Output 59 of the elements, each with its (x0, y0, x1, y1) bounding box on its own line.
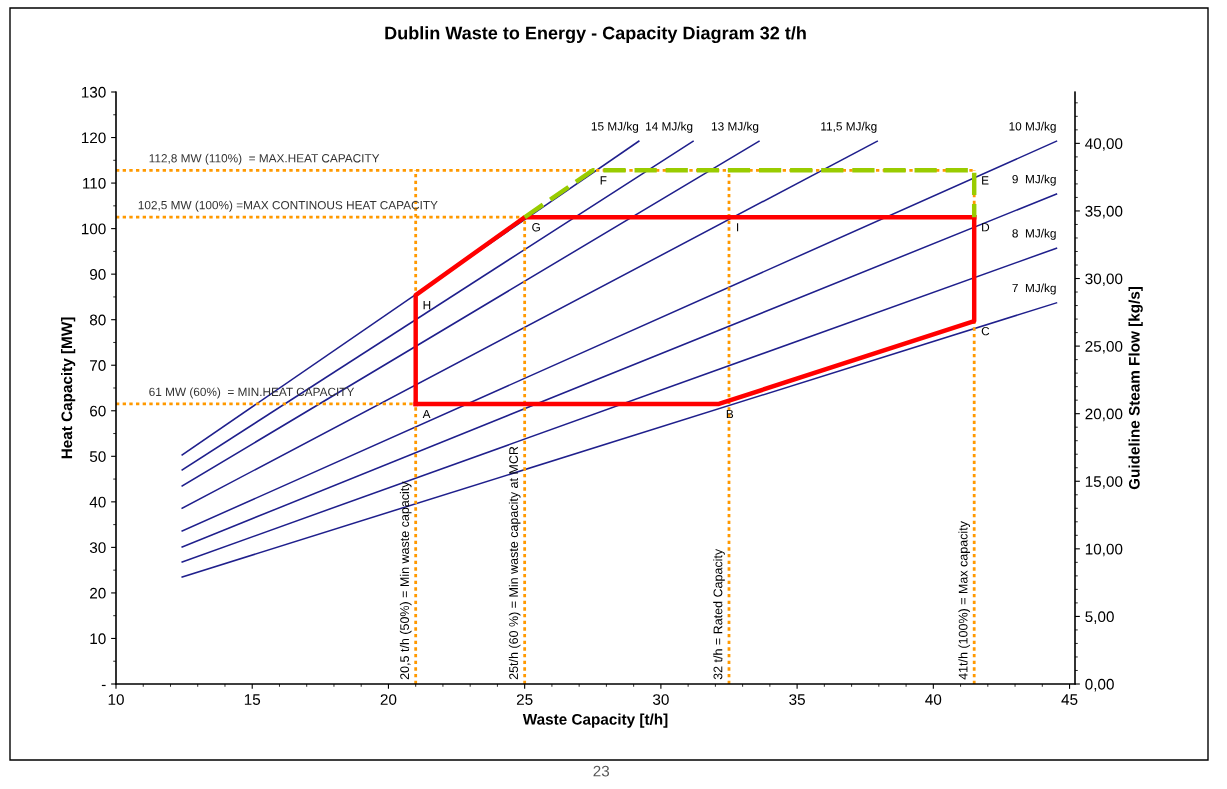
series-label: 15 MJ/kg (591, 121, 639, 133)
y2-tick-label: 5,00 (1085, 611, 1114, 624)
x-axis-title: Waste Capacity [t/h] (522, 713, 668, 728)
y-tick-label: 30 (89, 542, 106, 554)
annotation: F (600, 176, 607, 185)
y-tick-label: - (101, 684, 106, 687)
y2-tick-label: 10,00 (1085, 543, 1123, 557)
annotation: H (423, 301, 431, 310)
annotation: E (982, 176, 989, 185)
y2-tick-label: 35,00 (1085, 205, 1123, 219)
y-tick-label: 20 (90, 587, 106, 599)
x-tick-label: 10 (108, 694, 124, 705)
y-tick-label: 120 (81, 132, 106, 144)
y-tick-label: 100 (81, 223, 106, 235)
series-label: 8 MJ/kg (1012, 228, 1056, 240)
text: 23 (593, 765, 610, 777)
x-tick-label: 20 (380, 694, 397, 705)
y-tick-label: 40 (89, 496, 106, 508)
y-tick-label: 110 (83, 177, 106, 189)
x-tick-label: 45 (1061, 694, 1078, 705)
annotation: 41t/h (100%) = Max capacity (958, 521, 971, 680)
y-tick-label: 130 (81, 86, 106, 98)
annotation: 20,5 t/h (50%) = Min waste capacity (399, 481, 412, 680)
annotation: B (726, 409, 734, 419)
x-tick-label: 30 (652, 694, 669, 705)
series-label: 9 MJ/kg (1012, 174, 1056, 186)
y2-tick-label: 15,00 (1085, 476, 1123, 489)
series-label: 11,5 MJ/kg (821, 121, 877, 133)
x-tick-label: 25 (516, 694, 533, 705)
series-label: 14 MJ/kg (646, 121, 693, 133)
y-axis-title: Heat Capacity [MW] (60, 317, 76, 459)
x-tick-label: 40 (925, 694, 942, 705)
annotation: 25t/h (60 %) = Min waste capacity at MCR (508, 446, 521, 680)
annotation: 32 t/h = Rated Capacity (713, 548, 725, 680)
x-tick-label: 35 (789, 694, 805, 705)
y-tick-label: 60 (90, 405, 106, 417)
annotation: A (422, 409, 431, 419)
annotation: D (982, 223, 990, 232)
series-label: 10 MJ/kg (1009, 121, 1056, 133)
series-label: 7 MJ/kg (1012, 283, 1056, 295)
y2-tick-label: 40,00 (1085, 138, 1123, 151)
annotation: I (737, 223, 739, 232)
y-tick-label: 70 (90, 360, 106, 371)
y-tick-label: 90 (90, 269, 106, 280)
y-tick-label: 80 (89, 314, 106, 326)
y2-tick-label: 20,00 (1085, 408, 1123, 422)
y-tick-label: 10 (90, 633, 106, 645)
annotation: C (981, 326, 990, 336)
annotation: 112,8 MW (110%) = MAX.HEAT CAPACITY (149, 153, 380, 165)
y-tick-label: 50 (89, 451, 106, 462)
y2-axis-title: Guideline Steam Flow [kg/s] (1128, 286, 1143, 490)
series-label: 13 MJ/kg (711, 121, 759, 133)
y2-tick-label: 25,00 (1085, 340, 1123, 354)
chart-title: Dublin Waste to Energy - Capacity Diagram 32 t/h (385, 26, 806, 44)
annotation: 102,5 MW (100%) =MAX CONTINOUS HEAT CAPACITY (138, 200, 438, 212)
annotation: G (532, 223, 540, 232)
y2-tick-label: 30,00 (1085, 273, 1123, 287)
x-tick-label: 15 (244, 694, 261, 705)
y2-tick-label: 0,00 (1085, 678, 1114, 692)
